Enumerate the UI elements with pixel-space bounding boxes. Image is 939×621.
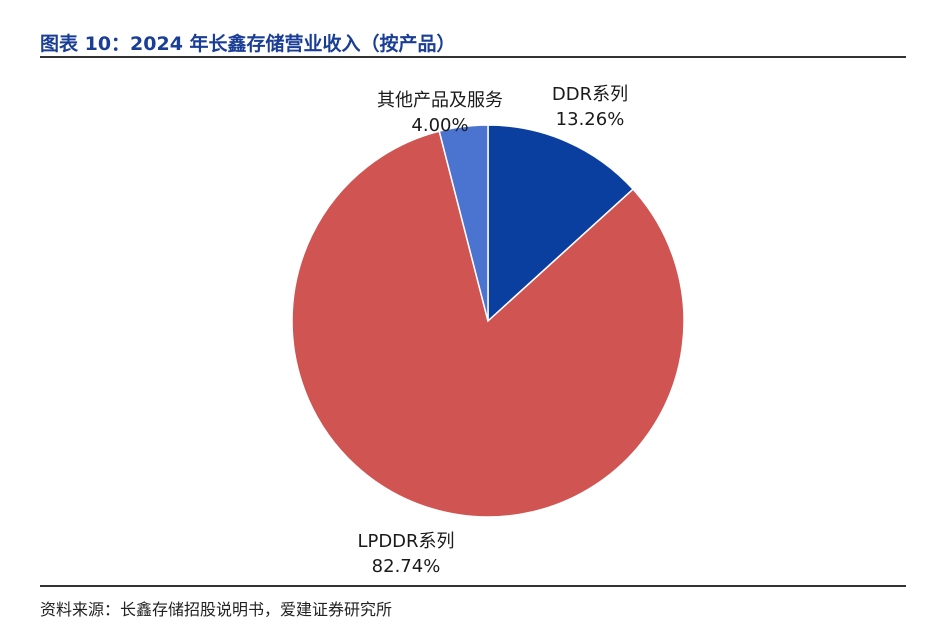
pie-slices bbox=[291, 124, 685, 518]
pie-slice-3 bbox=[438, 124, 489, 322]
chart-title: 图表 10：2024 年长鑫存储营业收入（按产品） bbox=[40, 33, 456, 55]
source-note: 资料来源：长鑫存储招股说明书，爱建证券研究所 bbox=[40, 600, 393, 619]
pie-slice-2 bbox=[291, 130, 685, 518]
pie-labels: DDR系列 13.26% LPDDR系列 82.74% 其他产品及服务 4.00% bbox=[357, 84, 628, 577]
slice-value-label: 4.00% bbox=[411, 115, 468, 136]
slice-value-label: 13.26% bbox=[556, 109, 625, 130]
pie-slice-1 bbox=[487, 124, 635, 323]
slice-name-label: 其他产品及服务 bbox=[377, 90, 503, 111]
slice-name-label: DDR系列 bbox=[552, 84, 628, 105]
slice-value-label: 82.74% bbox=[372, 556, 441, 577]
source-divider bbox=[40, 585, 906, 587]
title-divider bbox=[40, 56, 906, 58]
slice-name-label: LPDDR系列 bbox=[357, 531, 454, 552]
